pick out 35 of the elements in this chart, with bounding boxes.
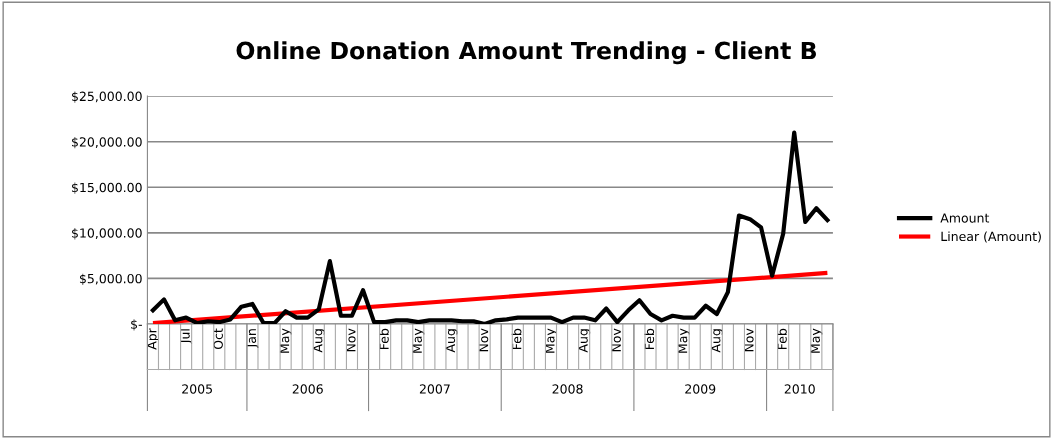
text: 2006 [292, 384, 323, 394]
x-tick-label: Nov [611, 328, 621, 352]
x-tick-label: Apr [147, 328, 159, 350]
x-tick-label: Oct [213, 328, 223, 350]
x-tick-label: Feb [511, 328, 522, 350]
legend-label: Amount [940, 213, 990, 223]
text: 2007 [419, 384, 450, 394]
x-tick-label: Feb [777, 328, 787, 350]
chart-title: Online Donation Amount Trending - Client B [236, 41, 816, 65]
x-tick-label: Feb [644, 328, 655, 350]
x-tick-label: Aug [445, 329, 458, 353]
x-tick-label: May [810, 328, 823, 353]
x-tick-label: Aug [578, 329, 591, 353]
x-tick-label: Nov [346, 328, 356, 352]
text: 2008 [552, 384, 583, 394]
y-tick-label: $- [131, 319, 142, 331]
text: 2010 [784, 384, 815, 394]
y-tick-label: $15,000.00 [72, 182, 142, 194]
x-tick-label: Nov [744, 328, 754, 352]
x-tick-label: Nov [478, 328, 489, 352]
y-tick-label: $5,000.00 [79, 273, 142, 285]
x-tick-label: Feb [379, 328, 389, 350]
x-tick-label: May [412, 328, 425, 353]
text: 2005 [182, 384, 212, 394]
y-tick-label: $25,000.00 [72, 91, 142, 103]
y-tick-label: $10,000.00 [72, 228, 142, 240]
x-tick-label: Aug [711, 329, 723, 353]
x-tick-label: Jul [180, 329, 193, 344]
x-tick-label: Jan [246, 329, 259, 349]
x-tick-label: Aug [313, 329, 325, 353]
legend-label: Linear (Amount) [941, 231, 1041, 243]
y-tick-label: $20,000.00 [72, 136, 142, 149]
x-tick-label: May [279, 328, 292, 353]
text: 2009 [685, 384, 716, 394]
x-tick-label: May [678, 328, 690, 353]
